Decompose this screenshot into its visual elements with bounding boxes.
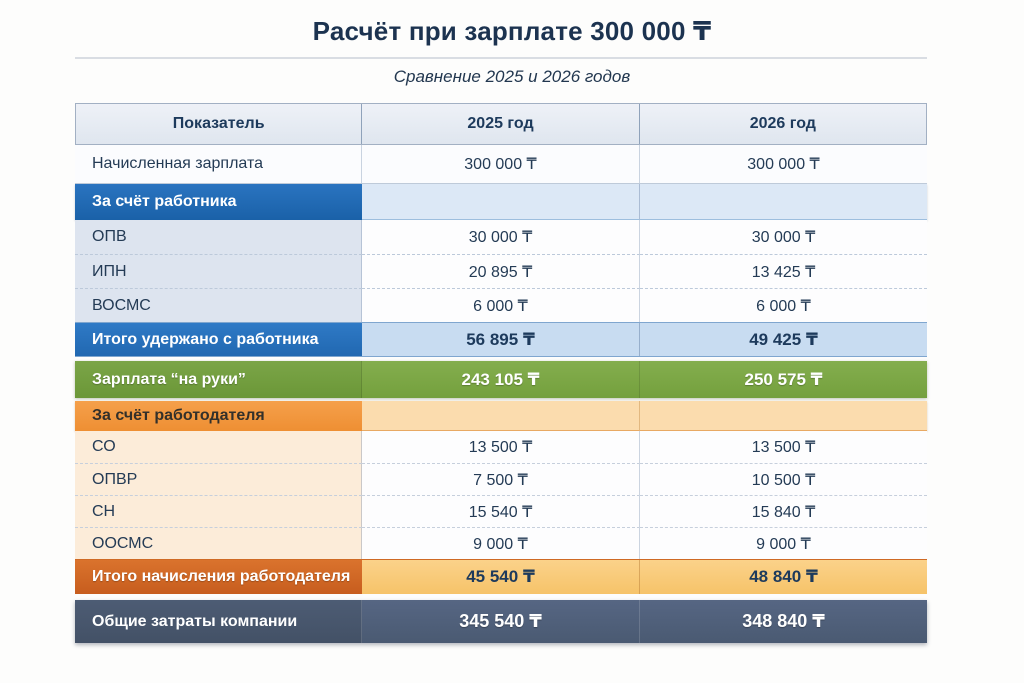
row-value-2025: 300 000 ₸ bbox=[362, 145, 640, 183]
row-value-2025: 6 000 ₸ bbox=[362, 288, 640, 322]
row-value-2026 bbox=[640, 401, 927, 431]
table-row: Итого удержано с работника 56 895 ₸ 49 4… bbox=[75, 322, 927, 357]
row-value-2026: 49 425 ₸ bbox=[640, 323, 927, 356]
row-value-2026: 13 425 ₸ bbox=[640, 254, 927, 288]
table-row: Начисленная зарплата 300 000 ₸ 300 000 ₸ bbox=[75, 145, 927, 184]
row-label: ООСМС bbox=[75, 527, 362, 559]
row-value-2026: 300 000 ₸ bbox=[640, 145, 927, 183]
row-value-2025: 30 000 ₸ bbox=[362, 220, 640, 254]
row-value-2025: 7 500 ₸ bbox=[362, 463, 640, 495]
row-label: За счёт работодателя bbox=[75, 401, 362, 431]
row-value-2026: 30 000 ₸ bbox=[640, 220, 927, 254]
row-value-2025: 13 500 ₸ bbox=[362, 431, 640, 463]
table-row: ОПВР 7 500 ₸ 10 500 ₸ bbox=[75, 463, 927, 495]
row-value-2026: 6 000 ₸ bbox=[640, 288, 927, 322]
table-row: ОПВ 30 000 ₸ 30 000 ₸ bbox=[75, 220, 927, 254]
row-value-2025 bbox=[362, 401, 640, 431]
table-row: За счёт работодателя bbox=[75, 401, 927, 431]
table-row: Зарплата “на руки” 243 105 ₸ 250 575 ₸ bbox=[75, 361, 927, 398]
row-label: СО bbox=[75, 431, 362, 463]
title-divider bbox=[75, 57, 927, 59]
table-row: СН 15 540 ₸ 15 840 ₸ bbox=[75, 495, 927, 527]
table-row: ВОСМС 6 000 ₸ 6 000 ₸ bbox=[75, 288, 927, 322]
row-value-2026: 250 575 ₸ bbox=[640, 361, 927, 398]
row-value-2026: 9 000 ₸ bbox=[640, 527, 927, 559]
header-year-2026: 2026 год bbox=[749, 115, 816, 132]
table-row: За счёт работника bbox=[75, 184, 927, 220]
row-label: ОПВ bbox=[75, 220, 362, 254]
row-value-2025: 15 540 ₸ bbox=[362, 495, 640, 527]
row-value-2025: 20 895 ₸ bbox=[362, 254, 640, 288]
row-label: Зарплата “на руки” bbox=[75, 361, 362, 398]
row-value-2025: 56 895 ₸ bbox=[362, 323, 640, 356]
table-body: Начисленная зарплата 300 000 ₸ 300 000 ₸… bbox=[75, 145, 927, 643]
page-title: Расчёт при зарплате 300 000 ₸ bbox=[312, 16, 712, 46]
table-row: Общие затраты компании 345 540 ₸ 348 840… bbox=[75, 600, 927, 643]
table-row: ИПН 20 895 ₸ 13 425 ₸ bbox=[75, 254, 927, 288]
row-value-2025 bbox=[362, 184, 640, 220]
row-label: Итого удержано с работника bbox=[75, 323, 362, 356]
row-label: Начисленная зарплата bbox=[75, 145, 362, 183]
row-value-2026: 13 500 ₸ bbox=[640, 431, 927, 463]
row-label: ИПН bbox=[75, 254, 362, 288]
table-row: Итого начисления работодателя 45 540 ₸ 4… bbox=[75, 559, 927, 594]
table-row: СО 13 500 ₸ 13 500 ₸ bbox=[75, 431, 927, 463]
page-subtitle: Сравнение 2025 и 2026 годов bbox=[393, 67, 631, 86]
row-label: СН bbox=[75, 495, 362, 527]
row-value-2025: 45 540 ₸ bbox=[362, 560, 640, 594]
row-value-2026: 10 500 ₸ bbox=[640, 463, 927, 495]
row-label: Итого начисления работодателя bbox=[75, 560, 362, 594]
table-row: ООСМС 9 000 ₸ 9 000 ₸ bbox=[75, 527, 927, 559]
row-value-2025: 345 540 ₸ bbox=[362, 600, 640, 643]
row-value-2026 bbox=[640, 184, 927, 220]
row-value-2026: 348 840 ₸ bbox=[640, 600, 927, 643]
header-year-2025: 2025 год bbox=[362, 104, 640, 144]
row-label: ОПВР bbox=[75, 463, 362, 495]
table-header-row: Показатель 2025 год 2026 год bbox=[75, 103, 927, 145]
row-label: Общие затраты компании bbox=[75, 600, 362, 643]
row-label: За счёт работника bbox=[75, 184, 362, 220]
row-value-2025: 9 000 ₸ bbox=[362, 527, 640, 559]
row-label: ВОСМС bbox=[75, 288, 362, 322]
row-value-2026: 48 840 ₸ bbox=[640, 560, 927, 594]
salary-comparison-table: Показатель 2025 год 2026 год Начисленная… bbox=[75, 103, 927, 643]
row-value-2026: 15 840 ₸ bbox=[640, 495, 927, 527]
header-indicator: Показатель bbox=[76, 104, 363, 144]
row-value-2025: 243 105 ₸ bbox=[362, 361, 640, 398]
